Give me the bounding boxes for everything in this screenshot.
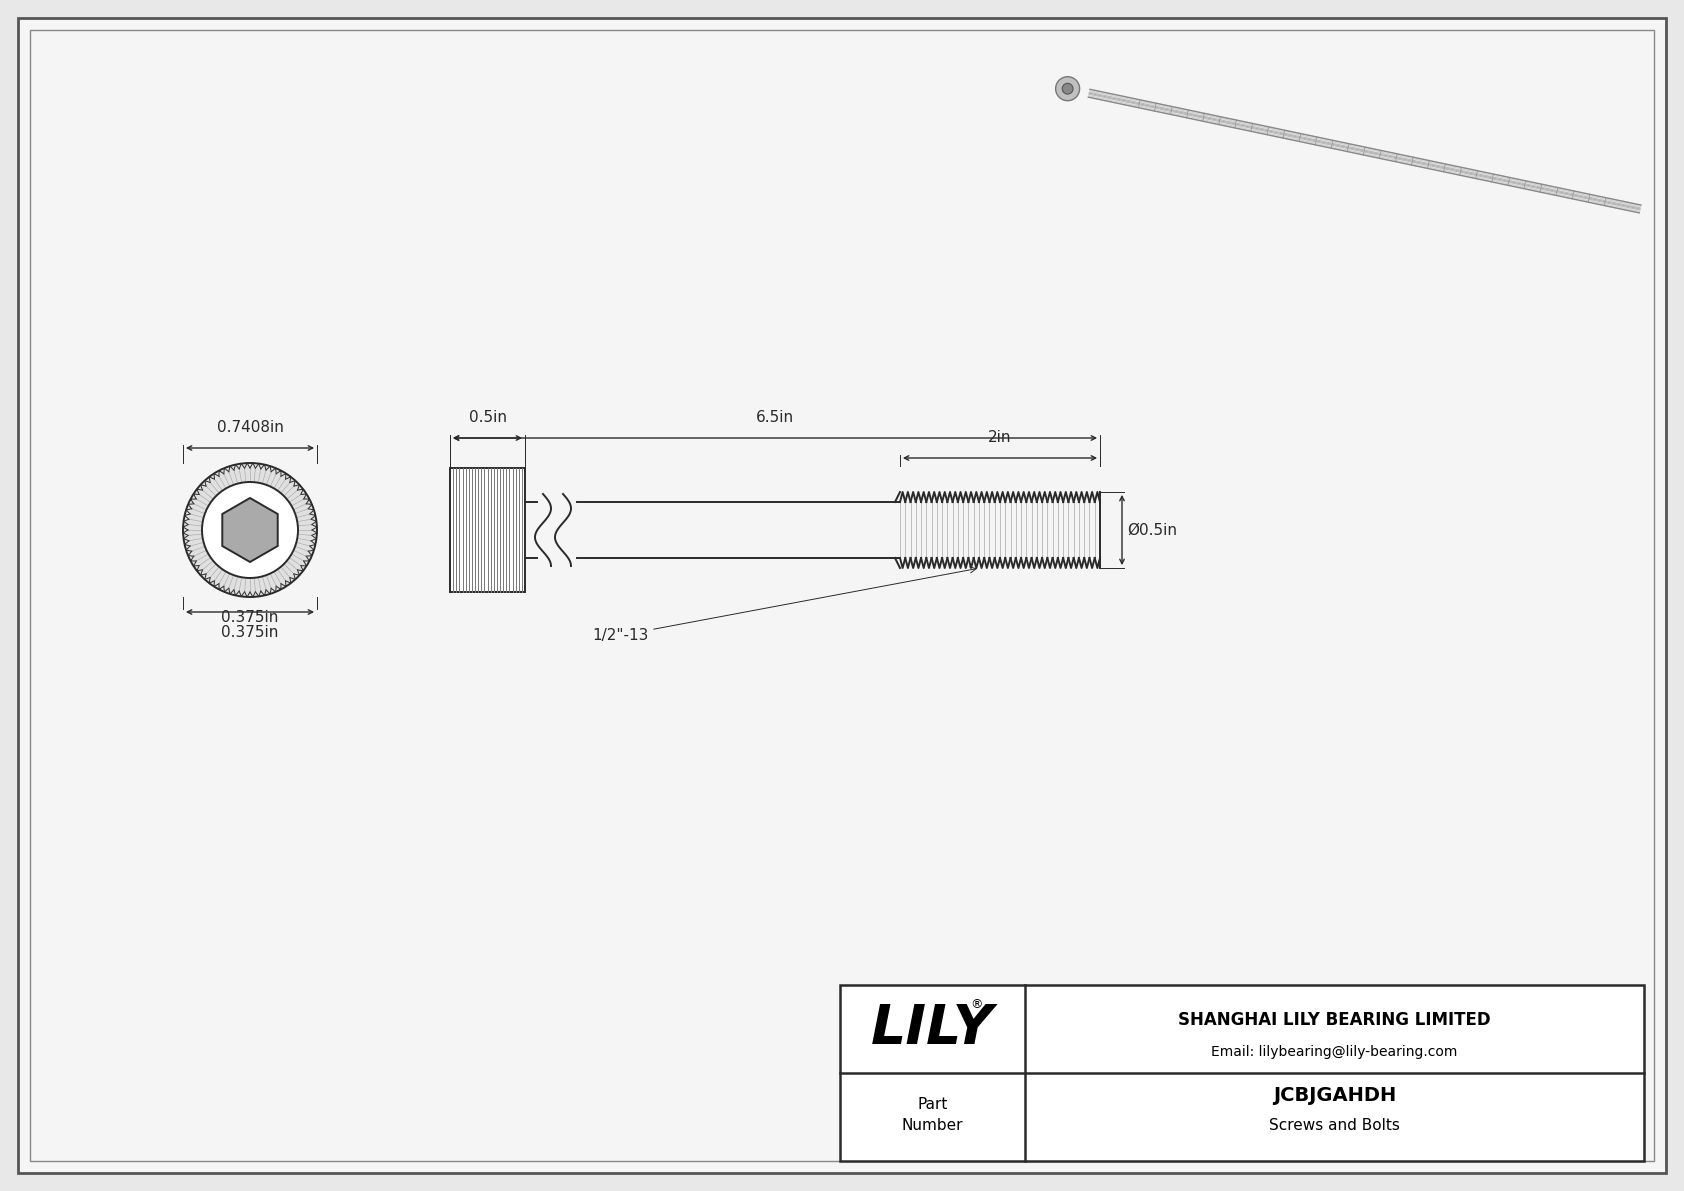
Text: ®: ® [970,998,983,1011]
Text: Email: lilybearing@lily-bearing.com: Email: lilybearing@lily-bearing.com [1211,1045,1458,1059]
Polygon shape [222,498,278,562]
Text: 0.5in: 0.5in [468,410,507,425]
Circle shape [202,482,298,578]
Bar [840,985,1644,1161]
Text: 0.375in: 0.375in [221,610,278,625]
Text: 0.375in: 0.375in [221,625,278,640]
Text: Ø0.5in: Ø0.5in [1127,523,1177,537]
Text: 6.5in: 6.5in [756,410,795,425]
Circle shape [1063,83,1073,94]
Circle shape [184,464,317,596]
Text: Screws and Bolts: Screws and Bolts [1270,1118,1399,1134]
Circle shape [1056,76,1079,101]
Text: 2in: 2in [989,430,1012,445]
Bar [450,468,525,592]
Text: 1/2"-13: 1/2"-13 [591,567,977,643]
Text: Part
Number: Part Number [901,1097,963,1134]
Text: LILY: LILY [871,1002,994,1056]
Text: 0.7408in: 0.7408in [217,420,283,435]
Text: SHANGHAI LILY BEARING LIMITED: SHANGHAI LILY BEARING LIMITED [1179,1011,1490,1029]
Text: JCBJGAHDH: JCBJGAHDH [1273,1086,1396,1105]
